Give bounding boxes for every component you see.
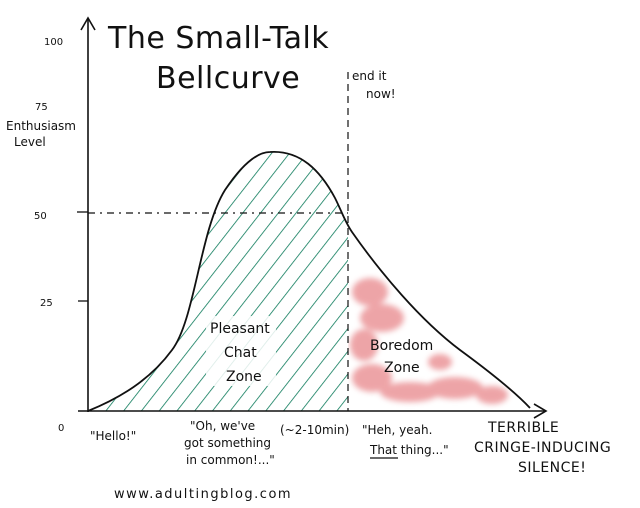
- x-annotation-duration: (~2-10min): [280, 423, 349, 437]
- x-annotation-common-line3: in common!...": [186, 453, 275, 467]
- chart-title-line1: The Small-Talk: [107, 21, 329, 56]
- boredom-zone-label-line2: Zone: [384, 360, 420, 376]
- x-annotation-silence-line1: TERRIBLE: [487, 420, 559, 436]
- boredom-zone-label-line1: Boredom: [370, 338, 433, 354]
- cutoff-label-line1: end it: [352, 69, 387, 83]
- pleasant-zone-area: [88, 151, 348, 411]
- y-tick-75: 75: [35, 102, 48, 113]
- pleasant-zone-label-line2: Chat: [224, 345, 257, 361]
- footer-url: www.adultingblog.com: [114, 487, 292, 502]
- pleasant-zone-label-line1: Pleasant: [210, 321, 270, 337]
- y-tick-0: 0: [58, 423, 64, 434]
- y-axis-label-line1: Enthusiasm: [6, 119, 76, 133]
- boredom-zone-area: [350, 278, 508, 404]
- y-tick-marks: [77, 211, 88, 302]
- x-annotation-silence-line3: SILENCE!: [518, 460, 586, 476]
- y-axis-label-line2: Level: [14, 135, 46, 149]
- x-annotation-heh-line1: "Heh, yeah.: [362, 423, 432, 437]
- x-annotation-common-line2: got something: [184, 436, 271, 450]
- x-annotation-hello: "Hello!": [90, 429, 136, 443]
- pleasant-label-bg: [206, 316, 276, 386]
- bellcurve-line: [87, 151, 531, 412]
- pleasant-zone-label-line3: Zone: [226, 369, 262, 385]
- y-tick-100: 100: [44, 37, 63, 48]
- chart-title-line2: Bellcurve: [156, 61, 300, 96]
- y-tick-50: 50: [34, 211, 47, 222]
- x-annotation-common-line1: "Oh, we've: [190, 419, 255, 433]
- x-annotation-silence-line2: CRINGE-INDUCING: [474, 440, 611, 456]
- axes: [78, 16, 548, 419]
- x-annotation-heh-line2: That thing...": [369, 443, 449, 457]
- y-tick-25: 25: [40, 298, 53, 309]
- cutoff-label-line2: now!: [366, 87, 396, 101]
